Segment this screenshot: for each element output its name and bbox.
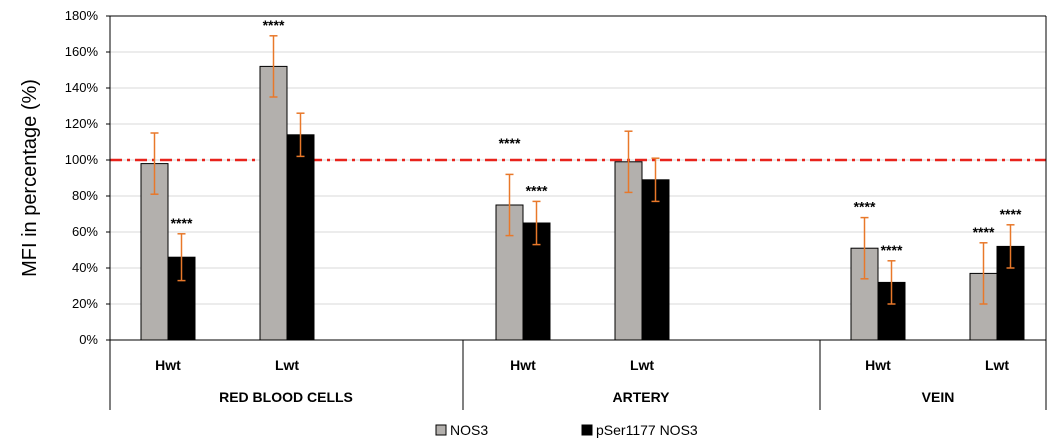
significance-label: **** <box>1000 206 1022 222</box>
significance-label: **** <box>973 224 995 240</box>
x-subcategory-label: Hwt <box>510 357 536 373</box>
bar <box>641 179 670 341</box>
y-tick-label: 40% <box>72 260 98 275</box>
significance-label: **** <box>171 215 193 231</box>
bar <box>286 134 315 341</box>
significance-label: **** <box>881 242 903 258</box>
x-subcategory-label: Lwt <box>985 357 1009 373</box>
x-group-label: RED BLOOD CELLS <box>219 389 353 405</box>
significance-label: **** <box>526 182 548 198</box>
x-subcategory-label: Hwt <box>865 357 891 373</box>
x-subcategory-label: Hwt <box>155 357 181 373</box>
x-category-labels: Hwt Lwt Hwt Lwt Hwt Lwt RED BLOOD CELLS ARTERY V… <box>155 357 1009 405</box>
axes <box>109 15 1047 410</box>
y-tick-label: 20% <box>72 296 98 311</box>
significance-label: **** <box>854 199 876 215</box>
x-subcategory-label: Lwt <box>630 357 654 373</box>
y-tick-label: 120% <box>65 116 99 131</box>
significance-label: **** <box>263 17 285 33</box>
y-tick-label: 180% <box>65 8 99 23</box>
bar <box>259 65 288 341</box>
y-tick-label: 60% <box>72 224 98 239</box>
x-group-label: VEIN <box>922 389 955 405</box>
y-tick-label: 80% <box>72 188 98 203</box>
significance-label: **** <box>499 135 521 151</box>
x-subcategory-label: Lwt <box>275 357 299 373</box>
legend-swatch <box>581 424 593 436</box>
legend: NOS3 pSer1177 NOS3 <box>435 422 698 438</box>
error-bars <box>150 35 1015 305</box>
legend-entry: NOS3 <box>450 422 488 438</box>
y-tick-label: 0% <box>79 332 98 347</box>
legend-swatch <box>435 424 447 436</box>
significance-labels: **** **** **** **** **** **** **** **** <box>171 17 1022 258</box>
y-tick-label: 140% <box>65 80 99 95</box>
y-tick-label: 100% <box>65 152 99 167</box>
y-tick-labels: 0% 20% 40% 60% 80% 100% 120% 140% 160% 180% <box>65 8 99 347</box>
y-axis-label: MFI in percentage (%) <box>19 79 41 277</box>
x-group-label: ARTERY <box>612 389 670 405</box>
y-tick-label: 160% <box>65 44 99 59</box>
legend-entry: pSer1177 NOS3 <box>596 422 698 438</box>
